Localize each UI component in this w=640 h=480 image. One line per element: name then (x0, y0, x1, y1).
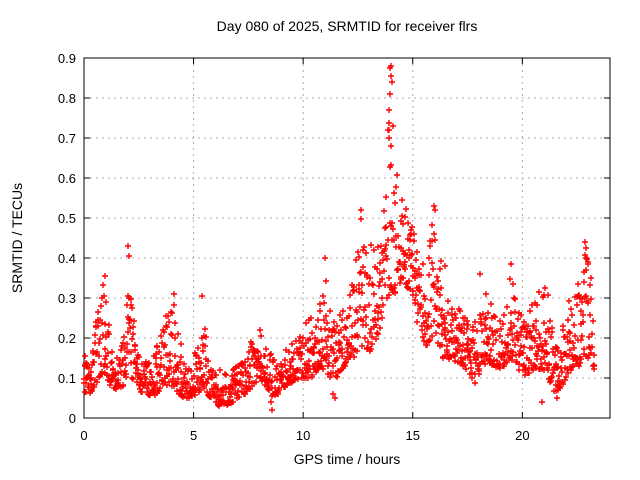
plot-border (83, 57, 611, 419)
y-tick-label: 0.6 (58, 171, 76, 186)
y-tick-label: 0 (69, 411, 76, 426)
x-tick-label: 10 (296, 428, 310, 443)
data-points (81, 63, 597, 413)
tick-labels: 0 5 10 15 20 0 0.1 0.2 0.3 0.4 0.5 0.6 0.7 0.8 0.9 (58, 51, 530, 443)
axis-ticks (83, 57, 610, 419)
scatter-plus-markers (81, 63, 597, 413)
x-tick-label: 20 (515, 428, 529, 443)
y-tick-label: 0.3 (58, 291, 76, 306)
y-axis-label: SRMTID / TECUs (9, 183, 25, 293)
chart-title: Day 080 of 2025, SRMTID for receiver flr… (217, 18, 478, 34)
y-tick-label: 0.9 (58, 51, 76, 66)
y-tick-label: 0.7 (58, 131, 76, 146)
y-tick-label: 0.4 (58, 251, 76, 266)
y-tick-label: 0.2 (58, 331, 76, 346)
x-tick-label: 15 (406, 428, 420, 443)
x-tick-label: 5 (190, 428, 197, 443)
x-axis-label: GPS time / hours (294, 451, 401, 467)
y-tick-label: 0.8 (58, 91, 76, 106)
x-tick-label: 0 (80, 428, 87, 443)
y-tick-label: 0.5 (58, 211, 76, 226)
y-tick-label: 0.1 (58, 371, 76, 386)
grid-lines (84, 58, 610, 418)
